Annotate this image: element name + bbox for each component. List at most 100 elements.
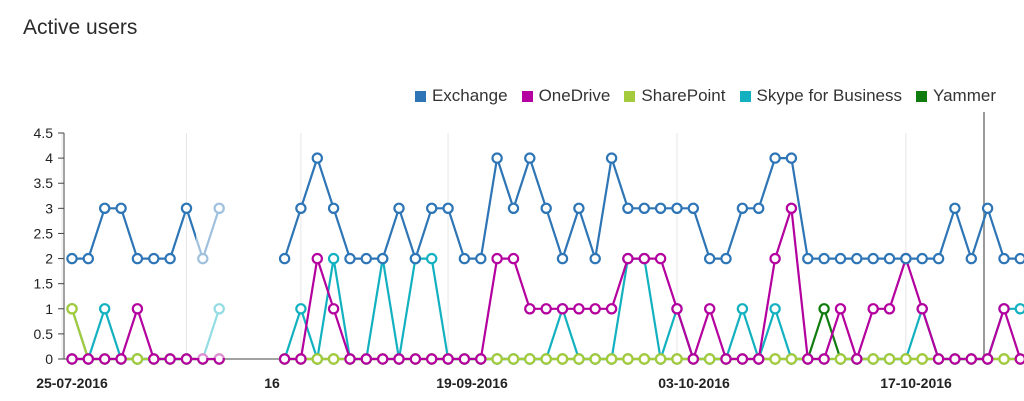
data-point[interactable] xyxy=(458,353,471,365)
data-point[interactable] xyxy=(605,353,618,365)
data-point[interactable] xyxy=(180,202,193,214)
data-point[interactable] xyxy=(164,252,176,265)
data-point[interactable] xyxy=(311,252,323,265)
data-point[interactable] xyxy=(131,252,144,265)
data-point[interactable] xyxy=(115,202,127,214)
data-point[interactable] xyxy=(409,252,422,265)
data-point[interactable] xyxy=(491,353,503,365)
data-point[interactable] xyxy=(295,202,307,214)
data-point[interactable] xyxy=(82,252,95,265)
data-point[interactable] xyxy=(426,252,438,265)
data-point[interactable] xyxy=(524,303,536,315)
data-point[interactable] xyxy=(704,353,716,365)
data-point[interactable] xyxy=(524,152,536,164)
legend-item[interactable]: OneDrive xyxy=(521,86,610,106)
data-point[interactable] xyxy=(589,252,601,265)
legend-item[interactable]: Skype for Business xyxy=(739,86,902,106)
data-point[interactable] xyxy=(998,252,1010,265)
data-point[interactable] xyxy=(638,252,651,265)
data-point[interactable] xyxy=(327,202,340,214)
data-point[interactable] xyxy=(998,353,1010,365)
data-point[interactable] xyxy=(916,303,928,315)
data-point[interactable] xyxy=(687,353,700,365)
data-point[interactable] xyxy=(458,252,471,265)
data-point[interactable] xyxy=(932,252,945,265)
data-point[interactable] xyxy=(344,353,356,365)
data-point[interactable] xyxy=(622,353,634,365)
data-point[interactable] xyxy=(883,252,896,265)
data-point[interactable] xyxy=(883,303,896,315)
data-point[interactable] xyxy=(851,353,863,365)
data-point[interactable] xyxy=(704,303,716,315)
data-point[interactable] xyxy=(900,353,912,365)
data-point[interactable] xyxy=(720,353,732,365)
data-point[interactable] xyxy=(524,353,536,365)
data-point[interactable] xyxy=(1014,303,1024,315)
data-point[interactable] xyxy=(278,353,291,365)
data-point[interactable] xyxy=(442,353,454,365)
data-point[interactable] xyxy=(311,152,323,164)
data-point[interactable] xyxy=(540,353,552,365)
data-point[interactable] xyxy=(491,152,503,164)
data-point[interactable] xyxy=(573,353,585,365)
data-point[interactable] xyxy=(278,252,291,265)
data-point[interactable] xyxy=(98,202,111,214)
data-point[interactable] xyxy=(687,202,700,214)
data-point[interactable] xyxy=(753,353,765,365)
data-point[interactable] xyxy=(753,202,765,214)
data-point[interactable] xyxy=(442,202,454,214)
data-point[interactable] xyxy=(638,202,651,214)
data-point[interactable] xyxy=(965,252,978,265)
data-point[interactable] xyxy=(360,252,372,265)
data-point[interactable] xyxy=(883,353,896,365)
data-point[interactable] xyxy=(867,252,879,265)
data-point[interactable] xyxy=(148,353,160,365)
data-point[interactable] xyxy=(818,353,830,365)
data-point[interactable] xyxy=(834,252,847,265)
data-point[interactable] xyxy=(426,202,438,214)
data-point[interactable] xyxy=(507,202,520,214)
data-point[interactable] xyxy=(66,353,78,365)
data-point[interactable] xyxy=(802,252,814,265)
data-point[interactable] xyxy=(654,353,667,365)
data-point[interactable] xyxy=(180,353,193,365)
data-point[interactable] xyxy=(491,252,503,265)
data-point[interactable] xyxy=(949,202,961,214)
data-point[interactable] xyxy=(148,252,160,265)
data-point[interactable] xyxy=(900,252,912,265)
data-point[interactable] xyxy=(1014,353,1024,365)
data-point[interactable] xyxy=(393,353,405,365)
data-point[interactable] xyxy=(1014,252,1024,265)
data-point[interactable] xyxy=(736,303,749,315)
data-point[interactable] xyxy=(507,252,520,265)
data-point[interactable] xyxy=(704,252,716,265)
data-point[interactable] xyxy=(295,353,307,365)
data-point[interactable] xyxy=(605,152,618,164)
data-point[interactable] xyxy=(769,353,781,365)
data-point[interactable] xyxy=(981,202,994,214)
data-point[interactable] xyxy=(736,202,749,214)
data-point[interactable] xyxy=(311,353,323,365)
data-point[interactable] xyxy=(769,303,781,315)
legend-item[interactable]: Exchange xyxy=(414,86,508,106)
data-point[interactable] xyxy=(622,202,634,214)
data-point[interactable] xyxy=(769,152,781,164)
data-point[interactable] xyxy=(327,303,340,315)
data-point[interactable] xyxy=(507,353,520,365)
data-point[interactable] xyxy=(589,353,601,365)
data-point[interactable] xyxy=(164,353,176,365)
data-point[interactable] xyxy=(818,252,830,265)
data-point[interactable] xyxy=(802,353,814,365)
data-point[interactable] xyxy=(867,303,879,315)
data-point[interactable] xyxy=(98,353,111,365)
data-point[interactable] xyxy=(818,303,830,315)
data-point[interactable] xyxy=(344,252,356,265)
data-point[interactable] xyxy=(932,353,945,365)
data-point[interactable] xyxy=(965,353,978,365)
data-point[interactable] xyxy=(66,252,78,265)
data-point[interactable] xyxy=(556,252,569,265)
data-point[interactable] xyxy=(393,202,405,214)
data-point[interactable] xyxy=(949,353,961,365)
data-point[interactable] xyxy=(671,303,683,315)
data-point[interactable] xyxy=(769,252,781,265)
